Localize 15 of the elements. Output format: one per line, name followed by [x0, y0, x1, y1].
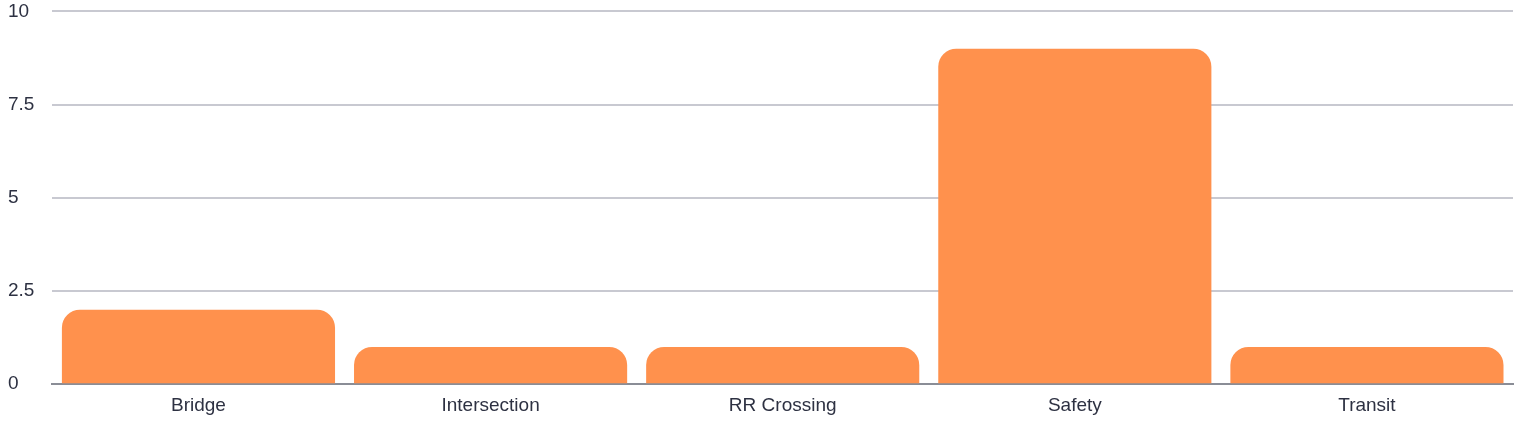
- bar: [646, 346, 920, 384]
- x-tick-label: RR Crossing: [728, 393, 837, 415]
- x-tick-label: Intersection: [441, 393, 540, 415]
- bar: [938, 48, 1212, 384]
- y-tick-label: 10: [8, 0, 30, 21]
- y-tick-label: 2.5: [8, 279, 35, 301]
- y-tick-label: 0: [8, 372, 19, 394]
- bar: [1230, 346, 1504, 384]
- x-tick-label: Transit: [1338, 393, 1397, 415]
- y-tick-label: 5: [8, 186, 19, 208]
- bar: [354, 346, 628, 384]
- y-tick-label: 7.5: [8, 92, 35, 114]
- bar: [61, 309, 336, 384]
- x-tick-label: Safety: [1047, 393, 1103, 415]
- x-tick-label: Bridge: [171, 393, 226, 415]
